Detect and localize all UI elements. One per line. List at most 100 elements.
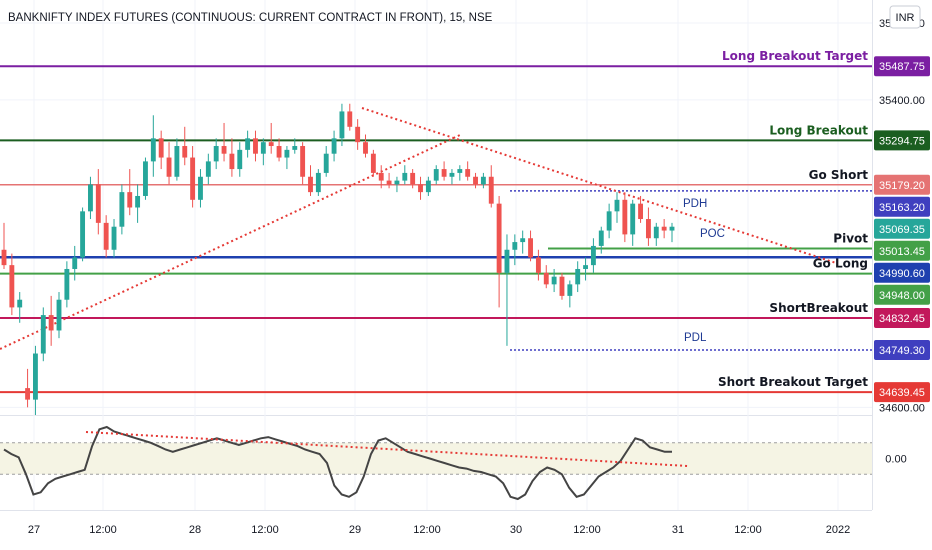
price-tag[interactable]: 34948.00 bbox=[874, 284, 930, 305]
candle-body bbox=[653, 226, 659, 239]
price-tag[interactable]: 34990.60 bbox=[874, 262, 930, 283]
x-tick-label: 2022 bbox=[826, 524, 850, 536]
candle-body bbox=[606, 211, 612, 231]
trend-lines bbox=[0, 107, 837, 350]
level-label: Go Short bbox=[809, 168, 869, 182]
price-pane[interactable] bbox=[0, 0, 872, 415]
candle-body bbox=[363, 142, 368, 154]
candle-body bbox=[669, 226, 675, 231]
candle-body bbox=[17, 299, 23, 308]
price-tag[interactable]: 35294.75 bbox=[874, 130, 930, 151]
price-tag-text: 35069.35 bbox=[879, 224, 925, 236]
candle-body bbox=[622, 199, 628, 235]
candle-body bbox=[111, 226, 117, 250]
level-label: ShortBreakout bbox=[769, 301, 868, 315]
candle-body bbox=[158, 138, 164, 158]
candle-body bbox=[268, 142, 274, 147]
candle-body bbox=[72, 257, 78, 269]
x-tick-label: 31 bbox=[672, 524, 684, 536]
price-tag-bg bbox=[874, 382, 930, 403]
price-axis-labels[interactable]: 35487.75 35294.75 35179.20 35163.20 35069.35… bbox=[874, 18, 930, 414]
level-label: Long Breakout bbox=[769, 123, 868, 137]
time-axis-labels[interactable]: 27 12:00 28 12:00 29 12:00 30 12:00 31 12:00 2022 bbox=[28, 524, 850, 536]
price-tag[interactable]: 35179.20 bbox=[874, 174, 930, 195]
currency-label: INR bbox=[896, 12, 915, 24]
price-tag[interactable]: 35069.35 bbox=[874, 218, 930, 239]
candle-body bbox=[551, 276, 557, 285]
x-tick-label: 12:00 bbox=[251, 524, 279, 536]
candle-body bbox=[528, 238, 533, 258]
candle-body bbox=[127, 192, 133, 208]
candle-body bbox=[315, 172, 321, 193]
price-tag-bg bbox=[874, 218, 930, 239]
candle-body bbox=[166, 157, 172, 177]
candle-body bbox=[583, 265, 588, 269]
candle-body bbox=[347, 111, 353, 127]
candle-body bbox=[590, 245, 596, 266]
candle-body bbox=[394, 180, 400, 185]
price-tag-bg bbox=[874, 240, 930, 261]
price-tag-bg bbox=[874, 284, 930, 305]
candle-body bbox=[276, 146, 282, 158]
candle-body bbox=[308, 176, 313, 193]
price-tag-text: 35179.20 bbox=[879, 180, 925, 192]
level-text-labels: Long Breakout Target Long Breakout Go Shor… bbox=[683, 49, 868, 389]
candle-body bbox=[95, 184, 101, 223]
x-tick-label: 27 bbox=[28, 524, 40, 536]
candle-body bbox=[386, 180, 392, 185]
falling-trendline[interactable] bbox=[361, 107, 837, 264]
candle-body bbox=[645, 219, 651, 239]
price-tag-bg bbox=[874, 196, 930, 217]
candle-body bbox=[150, 138, 156, 162]
price-tag-bg bbox=[874, 130, 930, 151]
price-tag[interactable]: 34832.45 bbox=[874, 307, 930, 328]
price-tag[interactable]: 34639.45 bbox=[874, 382, 930, 403]
oscillator-zero-label: 0.00 bbox=[885, 454, 906, 466]
candle-body bbox=[567, 284, 573, 296]
price-tag-bg bbox=[874, 307, 930, 328]
candle-body bbox=[190, 157, 196, 200]
level-label: Long Breakout Target bbox=[722, 49, 868, 63]
candle-body bbox=[410, 172, 416, 185]
price-tag[interactable]: 35487.75 bbox=[874, 56, 930, 77]
candle-body bbox=[292, 146, 298, 150]
currency-button[interactable]: INR bbox=[889, 5, 921, 29]
candle-body bbox=[32, 353, 38, 400]
price-tag-bg bbox=[874, 56, 930, 77]
price-tag[interactable]: 34749.30 bbox=[874, 339, 930, 360]
price-tag-text: 35294.75 bbox=[879, 135, 925, 147]
level-label-pdh: PDH bbox=[683, 198, 707, 210]
candle-body bbox=[260, 142, 266, 154]
candle-body bbox=[418, 184, 423, 193]
chart-title: BANKNIFTY INDEX FUTURES (CONTINUOUS: CUR… bbox=[8, 12, 493, 24]
x-tick-label: 12:00 bbox=[89, 524, 117, 536]
oscillator-trendline[interactable] bbox=[85, 431, 689, 467]
candle-body bbox=[88, 184, 93, 212]
candle-body bbox=[9, 265, 15, 308]
y-tick-label: 35400.00 bbox=[879, 95, 925, 107]
candle-body bbox=[480, 176, 486, 185]
oscillator-line bbox=[3, 425, 672, 501]
level-label-poc: POC bbox=[700, 228, 725, 240]
candle-body bbox=[504, 249, 510, 273]
price-tag[interactable]: 35013.45 bbox=[874, 240, 930, 261]
price-tag-bg bbox=[874, 174, 930, 195]
level-label: Pivot bbox=[833, 231, 868, 245]
level-lines bbox=[0, 65, 872, 394]
candle-body bbox=[80, 211, 86, 258]
price-tag[interactable]: 35163.20 bbox=[874, 196, 930, 217]
price-tag-text: 35013.45 bbox=[879, 246, 925, 258]
level-label-pdl: PDL bbox=[684, 332, 707, 344]
candle-body bbox=[174, 146, 180, 177]
candle-body bbox=[559, 276, 565, 296]
oscillator-band bbox=[0, 442, 872, 475]
candle-body bbox=[135, 195, 141, 208]
oscillator: 0.00 bbox=[0, 425, 907, 501]
grid bbox=[0, 0, 872, 510]
candle-body bbox=[638, 203, 644, 220]
x-tick-label: 12:00 bbox=[734, 524, 762, 536]
price-tag-bg bbox=[874, 339, 930, 360]
level-label: Short Breakout Target bbox=[718, 375, 868, 389]
candle-body bbox=[355, 126, 361, 143]
candle-body bbox=[614, 199, 620, 212]
